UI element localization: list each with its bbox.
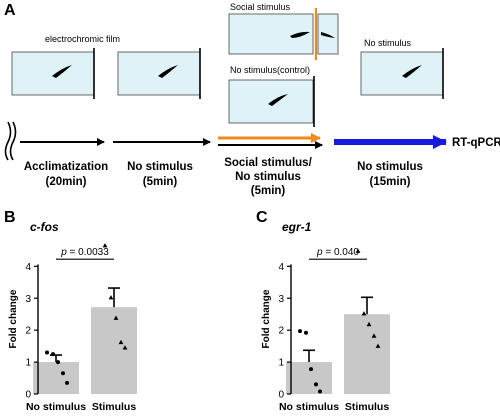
data-point [45, 350, 49, 355]
p-value-label: p = 0.0033 [60, 247, 109, 258]
data-point [118, 339, 124, 345]
control-label: No stimulus(control) [230, 65, 310, 75]
data-point [102, 243, 108, 248]
bar-stimulus [91, 307, 137, 394]
svg-text:Acclimatization: Acclimatization [24, 161, 108, 173]
data-point [113, 315, 119, 320]
data-point [298, 329, 302, 334]
gene-label: c-fos [30, 220, 59, 234]
panel-letter-a: A [4, 2, 16, 19]
timeline [4, 121, 447, 161]
data-point [366, 321, 372, 327]
svg-text:(15min): (15min) [370, 176, 411, 188]
y-axis-label: Fold change [261, 289, 272, 348]
data-point [318, 389, 322, 394]
fish-icon [402, 65, 422, 78]
svg-text:No stimulus: No stimulus [127, 161, 193, 173]
chart-egr-1: egr-1 Fold change 0 1 2 3 4 No stimulus Stimulus… [261, 220, 390, 413]
y-tick-label: 2 [278, 326, 284, 337]
tank-social-stimulus [228, 8, 339, 60]
fish-icon [158, 65, 178, 78]
fish-icon [268, 94, 288, 106]
svg-text:(5min): (5min) [251, 185, 286, 197]
film-label: electrochromic film [45, 34, 120, 44]
y-tick-label: 3 [278, 294, 284, 305]
tank-control [228, 76, 315, 127]
y-tick-label: 1 [25, 358, 31, 369]
svg-text:(5min): (5min) [143, 176, 178, 188]
no-stimulus-label: No stimulus [364, 38, 412, 48]
panel-letter-b: B [4, 209, 16, 226]
data-point [304, 330, 308, 335]
break-mark [4, 121, 12, 161]
data-point [122, 345, 128, 350]
svg-text:No stimulus: No stimulus [357, 161, 423, 173]
panel-letter-c: C [256, 209, 268, 226]
data-point [371, 333, 377, 338]
break-mark [9, 121, 17, 161]
data-point [51, 352, 55, 357]
data-point [61, 371, 65, 376]
svg-text:No stimulus: No stimulus [235, 171, 301, 183]
chart-c-fos: c-fos Fold change 0 1 2 3 4 No stimulus Stimulus… [8, 220, 137, 413]
y-tick-label: 3 [25, 294, 31, 305]
tank-no-stimulus-1 [117, 48, 201, 99]
rt-qpcr-label: RT-qPCR [452, 137, 500, 149]
y-tick-label: 2 [25, 326, 31, 337]
fish-icon [290, 31, 310, 38]
data-point [108, 295, 114, 300]
category-label: No stimulus [26, 401, 86, 413]
tank-no-stimulus-2 [360, 48, 444, 99]
data-point [56, 360, 60, 365]
stage-no-stimulus-2: No stimulus (15min) [357, 161, 423, 188]
bar-no-stimulus [286, 362, 332, 394]
social-stimulus-label: Social stimulus [230, 2, 291, 12]
category-label: Stimulus [345, 401, 389, 413]
p-value-label: p = 0.040 [316, 247, 359, 258]
svg-text:(20min): (20min) [46, 176, 87, 188]
bar-no-stimulus [33, 362, 79, 394]
stage-social-stimulus: Social stimulus/ No stimulus (5min) [224, 157, 312, 197]
stage-no-stimulus-1: No stimulus (5min) [127, 161, 193, 188]
data-point [309, 367, 313, 372]
svg-text:Social stimulus/: Social stimulus/ [224, 157, 312, 169]
data-point [314, 382, 318, 387]
y-tick-label: 4 [25, 262, 31, 273]
data-point [375, 343, 381, 348]
data-point [355, 248, 361, 253]
y-tick-label: 4 [278, 262, 284, 273]
category-label: No stimulus [279, 401, 339, 413]
y-tick-label: 0 [278, 390, 284, 401]
y-axis-label: Fold change [8, 289, 19, 348]
bar-stimulus [344, 314, 390, 394]
stage-acclimatization: Acclimatization (20min) [24, 161, 108, 188]
fish-icon [321, 32, 335, 38]
category-label: Stimulus [92, 401, 136, 413]
data-point [361, 311, 367, 316]
gene-label: egr-1 [282, 220, 312, 234]
y-tick-label: 1 [278, 358, 284, 369]
tank-acclimatization [11, 48, 95, 99]
y-tick-label: 0 [25, 390, 31, 401]
data-point [65, 380, 69, 385]
fish-icon [52, 65, 72, 78]
